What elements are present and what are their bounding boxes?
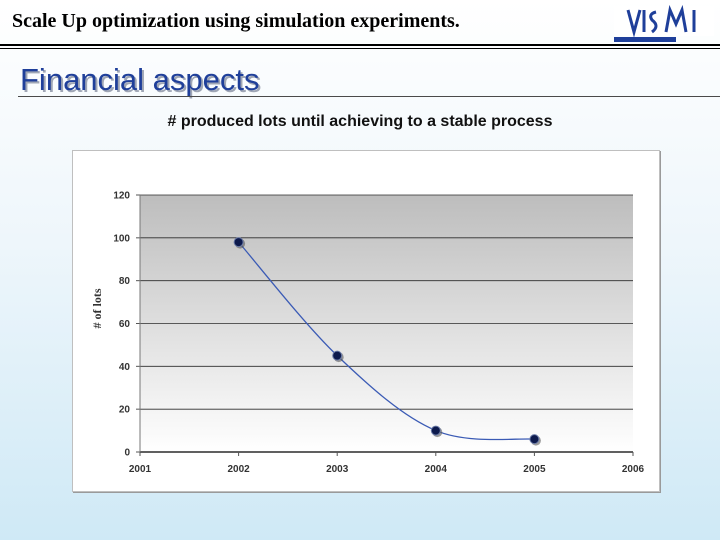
- y-tick-label: 100: [113, 233, 130, 244]
- slide-title: Scale Up optimization using simulation e…: [12, 10, 460, 32]
- y-tick-label: 80: [119, 276, 131, 287]
- section-divider: [18, 96, 720, 97]
- slide-header: Scale Up optimization using simulation e…: [0, 0, 720, 49]
- y-tick-label: 40: [119, 362, 131, 373]
- x-tick-label: 2003: [326, 464, 349, 475]
- data-point-2004: [430, 425, 441, 436]
- x-tick-label: 2001: [129, 464, 152, 475]
- organization-logo: [614, 4, 714, 42]
- y-axis-title: # of lots: [90, 288, 104, 328]
- line-chart: 0 20 40 60 80 100 120 2001 2002 2003 2004 2005 2006 #…: [90, 191, 645, 476]
- data-point-2002: [233, 237, 244, 248]
- x-tick-label: 2006: [622, 464, 645, 475]
- y-tick-label: 0: [124, 448, 130, 459]
- y-tick-label: 60: [119, 319, 131, 330]
- data-point-2003: [332, 350, 343, 361]
- y-tick-label: 120: [113, 191, 130, 202]
- section-title: Financial aspects: [20, 62, 260, 97]
- header-divider: [0, 44, 720, 49]
- series-line: [238, 241, 535, 441]
- y-tick-label: 20: [119, 405, 131, 416]
- data-point-2005: [529, 434, 540, 445]
- chart-title: # produced lots until achieving to a sta…: [167, 113, 553, 130]
- x-tick-label: 2002: [227, 464, 250, 475]
- x-tick-label: 2004: [425, 464, 448, 475]
- x-tick-label: 2005: [523, 464, 546, 475]
- chart-frame: 0 20 40 60 80 100 120 2001 2002 2003 2004 2005 2006 #…: [72, 150, 660, 492]
